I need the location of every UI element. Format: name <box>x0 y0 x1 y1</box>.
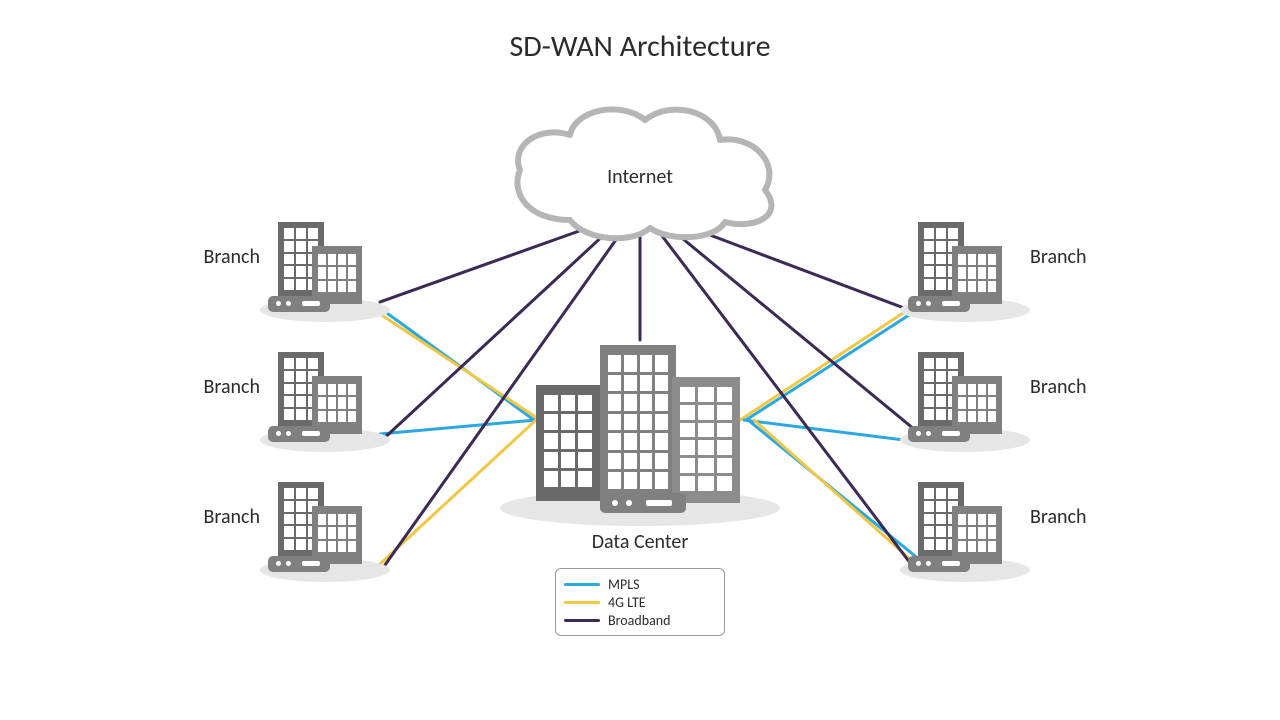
legend: MPLS 4G LTE Broadband <box>555 568 725 636</box>
legend-label-mpls: MPLS <box>608 576 640 593</box>
branch-node-bot-left <box>250 478 400 588</box>
branch-label: Branch <box>1030 505 1120 529</box>
branch-node-bot-right <box>890 478 1040 588</box>
branch-node-top-left <box>250 218 400 328</box>
legend-label-lte: 4G LTE <box>608 594 646 611</box>
datacenter-node <box>500 335 780 535</box>
branch-node-top-right <box>890 218 1040 328</box>
legend-swatch-broadband <box>564 619 600 622</box>
branch-label: Branch <box>170 245 260 269</box>
cloud-label: Internet <box>590 165 690 189</box>
diagram-stage: SD-WAN Architecture Internet Data Center… <box>0 0 1280 720</box>
branch-node-mid-left <box>250 348 400 458</box>
branch-label: Branch <box>170 375 260 399</box>
legend-item-mpls: MPLS <box>564 575 714 593</box>
branch-node-mid-right <box>890 348 1040 458</box>
legend-swatch-mpls <box>564 583 600 586</box>
legend-item-broadband: Broadband <box>564 611 714 629</box>
legend-swatch-lte <box>564 601 600 604</box>
legend-label-broadband: Broadband <box>608 612 671 629</box>
diagram-title: SD-WAN Architecture <box>0 28 1280 65</box>
branch-label: Branch <box>1030 245 1120 269</box>
branch-label: Branch <box>170 505 260 529</box>
legend-item-lte: 4G LTE <box>564 593 714 611</box>
branch-label: Branch <box>1030 375 1120 399</box>
datacenter-label: Data Center <box>580 530 700 554</box>
